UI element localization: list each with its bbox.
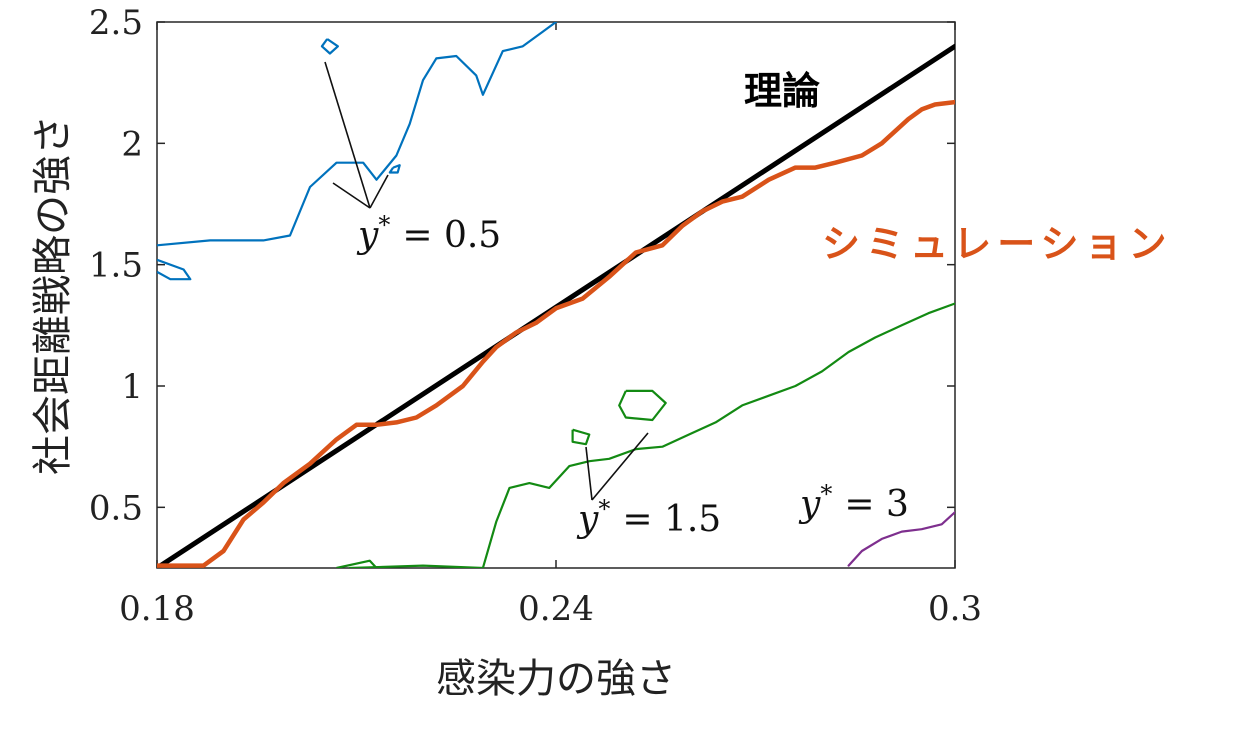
x-axis-label: 感染力の強さ	[436, 656, 676, 702]
tick-labels: 0.18 0.24 0.3 0.5 1 1.5 2 2.5	[89, 3, 982, 629]
contour-island-y05	[320, 38, 339, 55]
label-theory: 理論	[744, 69, 820, 113]
leader-y05-a	[324, 61, 371, 209]
leader-y15-b	[591, 432, 649, 501]
series-line-simulation	[157, 99, 955, 568]
annotation-y3: y* = 3	[798, 480, 909, 525]
y-tick-label: 2.5	[89, 3, 143, 43]
contour-island-y05	[157, 258, 192, 281]
annotation-y05: y* = 0.5	[356, 211, 501, 256]
series-line-y3	[847, 511, 955, 567]
contour-islands	[157, 38, 667, 568]
tick-marks	[156, 21, 956, 568]
x-tick-label: 0.18	[119, 589, 195, 629]
series-layer	[157, 22, 955, 568]
annotation-y15: y* = 1.5	[576, 495, 721, 540]
contour-island-y05	[388, 164, 401, 174]
annotation-leaders	[324, 61, 649, 501]
contour-island-y15	[571, 428, 591, 446]
contour-island-y15	[336, 559, 378, 568]
label-simulation: シミュレーション	[822, 222, 1172, 266]
y-tick-label: 1	[121, 367, 143, 407]
leader-y05-c	[369, 174, 389, 209]
leader-y05-b	[332, 182, 371, 209]
y-tick-label: 2	[121, 124, 143, 164]
y-tick-label: 0.5	[89, 488, 143, 528]
y-tick-label: 1.5	[89, 246, 143, 286]
series-line-y05	[157, 22, 558, 247]
y-axis-label: 社会距離戦略の強さ	[30, 115, 76, 475]
contour-island-y15	[618, 389, 667, 422]
plot-area-frame	[156, 21, 956, 569]
leader-y15-a	[585, 446, 593, 501]
x-tick-label: 0.3	[928, 589, 982, 629]
x-tick-label: 0.24	[518, 589, 594, 629]
series-line-y15	[348, 302, 955, 568]
